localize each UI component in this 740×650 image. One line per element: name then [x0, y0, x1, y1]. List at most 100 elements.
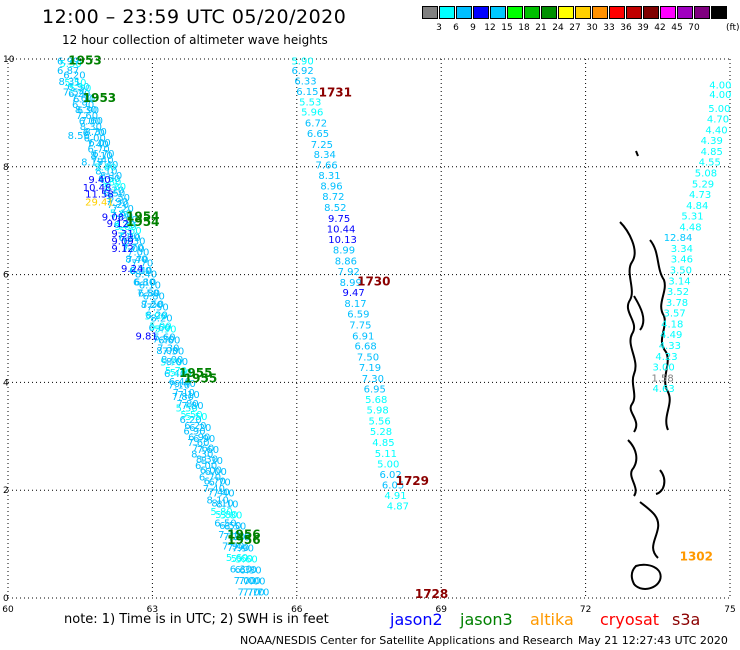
- x-tick-label: 72: [580, 605, 591, 615]
- dense-track-value: 5.80: [99, 178, 121, 189]
- dense-track-value: 8.30: [75, 105, 97, 116]
- dense-track-value: 7.00: [127, 248, 149, 259]
- dense-track-value: 6.70: [87, 144, 109, 155]
- dense-track-value: 6.30: [239, 565, 261, 576]
- scale-swatch: [422, 6, 438, 19]
- swh-value: 10.48: [83, 183, 112, 194]
- track-time-label: 1953: [68, 53, 101, 67]
- dense-track-value: 5.50: [180, 410, 202, 421]
- swh-value: 3.78: [666, 298, 688, 309]
- dense-track-value: 6.60: [158, 335, 180, 346]
- scale-label: 3: [436, 23, 442, 33]
- swh-value: 8.72: [322, 192, 344, 203]
- dense-track-value: 7.90: [232, 543, 254, 554]
- dense-track-value: 7.00: [118, 231, 140, 242]
- dense-track-value: 5.70: [160, 358, 182, 369]
- scale-swatch: [694, 6, 710, 19]
- swh-value: 5.56: [368, 416, 390, 427]
- y-tick-label: 8: [3, 163, 9, 173]
- swh-value: 5.08: [695, 169, 717, 180]
- dense-track-value: 6.20: [184, 421, 206, 432]
- dense-track-value: 8.10: [211, 499, 233, 510]
- chart-title: 12:00 – 23:59 UTC 05/20/2020: [42, 6, 347, 28]
- swh-value: 4.84: [686, 201, 708, 212]
- dense-track-value: 5.50: [176, 404, 198, 415]
- dense-track-value: 7.90: [116, 215, 138, 226]
- dense-track-value: 6.90: [193, 434, 215, 445]
- coastline: [619, 150, 671, 590]
- x-tick-label: 75: [724, 605, 735, 615]
- swh-value: 5.90: [291, 56, 313, 67]
- swh-value: 4.39: [701, 136, 723, 147]
- dense-track-value: 5.80: [210, 507, 232, 518]
- dense-track-value: 8.00: [161, 355, 183, 366]
- dense-track-value: 8.30: [80, 122, 102, 133]
- dense-track-value: 7.60: [187, 438, 209, 449]
- dense-track-value: 5.50: [64, 78, 86, 89]
- scale-label: 21: [535, 23, 547, 33]
- dense-track-value: 7.90: [227, 543, 249, 554]
- swh-value: 9.75: [328, 214, 350, 225]
- scale-swatch: [711, 6, 727, 19]
- swh-value: 8.56: [68, 131, 90, 142]
- swh-value: 4.48: [679, 222, 701, 233]
- dense-track-value: 6.70: [92, 149, 114, 160]
- dense-track-value: 5.60: [115, 222, 137, 233]
- dense-track-value: 7.10: [173, 388, 195, 399]
- swh-value: 4.70: [707, 115, 729, 126]
- swh-value: 6.59: [347, 310, 369, 321]
- swh-value: 3.46: [671, 255, 693, 266]
- swh-value: 3.57: [664, 309, 686, 320]
- swh-value: 9.24: [121, 264, 143, 275]
- scale-unit: (ft): [726, 23, 740, 33]
- track-time-label: 1954: [126, 215, 159, 229]
- dense-track-value: 6.80: [143, 291, 165, 302]
- swh-value: 4.23: [655, 352, 677, 363]
- swh-value: 10.44: [327, 225, 356, 236]
- dense-track-value: 6.40: [164, 369, 186, 380]
- swh-value: 7.75: [349, 321, 371, 332]
- dense-track-value: 6.40: [174, 379, 196, 390]
- dense-track-value: 7.10: [168, 381, 190, 392]
- dense-track-value: 7.10: [177, 390, 199, 401]
- swh-value: 3.52: [667, 287, 689, 298]
- dense-track-value: 7.80: [177, 399, 199, 410]
- scale-label: 70: [688, 23, 700, 33]
- swh-value: 4.87: [387, 502, 409, 513]
- dense-track-value: 6.80: [133, 277, 155, 288]
- swh-value: 4.73: [689, 190, 711, 201]
- swh-value: 10.13: [328, 235, 357, 246]
- dense-track-value: 6.10: [139, 281, 161, 292]
- swh-value: 7.54: [63, 88, 85, 99]
- swh-value: 4.63: [652, 384, 674, 395]
- scale-swatch: [609, 6, 625, 19]
- swh-value: 6.15: [296, 87, 318, 98]
- swh-value: 6.05: [382, 481, 404, 492]
- dense-track-value: 5.80: [220, 511, 242, 522]
- dense-track-value: 6.90: [72, 100, 94, 111]
- scale-label: 39: [637, 23, 649, 33]
- dense-track-value: 7.70: [126, 255, 148, 266]
- dense-track-value: 7.40: [208, 488, 230, 499]
- swh-value: 5.00: [377, 460, 399, 471]
- scale-label: 33: [603, 23, 615, 33]
- swh-value: 6.02: [380, 470, 402, 481]
- dense-track-value: 7.90: [111, 211, 133, 222]
- dense-track-value: 6.20: [68, 89, 90, 100]
- swh-value: 5.98: [367, 406, 389, 417]
- dense-track-value: 7.20: [223, 532, 245, 543]
- dense-track-value: 5.80: [104, 182, 126, 193]
- scale-swatch: [541, 6, 557, 19]
- dense-track-value: 8.40: [135, 270, 157, 281]
- dense-track-value: 7.90: [106, 197, 128, 208]
- dense-track-value: 7.70: [238, 587, 260, 598]
- dense-track-value: 7.00: [238, 576, 260, 587]
- swh-value: 5.68: [365, 395, 387, 406]
- x-tick-label: 63: [147, 605, 158, 615]
- dense-track-value: 6.20: [63, 71, 85, 82]
- swh-value: 7.25: [311, 140, 333, 151]
- swh-value: 11.58: [85, 190, 114, 201]
- dense-track-value: 6.70: [204, 477, 226, 488]
- scale-label: 9: [470, 23, 476, 33]
- dense-track-value: 6.70: [83, 128, 105, 139]
